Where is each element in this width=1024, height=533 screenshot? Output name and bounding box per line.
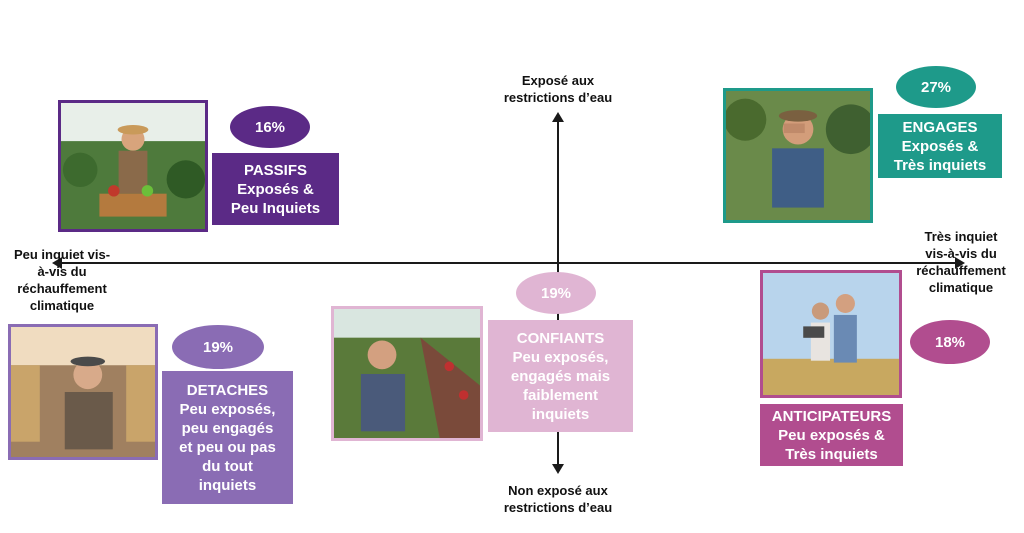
anticipateurs-title: ANTICIPATEURS xyxy=(771,407,892,425)
passifs-photo xyxy=(58,100,208,232)
arrow-left-icon xyxy=(52,257,62,269)
horizontal-axis xyxy=(55,262,960,264)
detaches-line-1: Peu exposés, xyxy=(179,400,276,418)
confiants-box: CONFIANTS Peu exposés, engagés mais faib… xyxy=(488,320,633,432)
detaches-line-2: peu engagés xyxy=(181,419,274,437)
detaches-percent-badge: 19% xyxy=(172,325,264,369)
confiants-line-4: inquiets xyxy=(531,405,590,423)
passifs-line-1: Exposés & xyxy=(237,180,314,198)
anticipateurs-box: ANTICIPATEURS Peu exposés & Très inquiet… xyxy=(760,404,903,466)
passifs-line-2: Peu Inquiets xyxy=(230,199,321,217)
engages-line-2: Très inquiets xyxy=(893,156,987,174)
engages-percent-badge: 27% xyxy=(896,66,976,108)
confiants-line-3: faiblement xyxy=(522,386,598,404)
detaches-line-3: et peu ou pas xyxy=(179,438,276,456)
axis-label-left: Peu inquiet vis- à-vis du réchauffement … xyxy=(13,247,111,313)
engages-title: ENGAGES xyxy=(902,118,978,136)
engages-box: ENGAGES Exposés & Très inquiets xyxy=(878,114,1002,178)
confiants-photo xyxy=(331,306,483,441)
anticipateurs-line-2: Très inquiets xyxy=(785,445,878,463)
confiants-line-2: engagés mais xyxy=(510,367,611,385)
anticipateurs-line-1: Peu exposés & xyxy=(778,426,885,444)
anticipateurs-photo xyxy=(760,270,902,398)
detaches-title: DETACHES xyxy=(186,381,269,399)
engages-line-1: Exposés & xyxy=(901,137,979,155)
passifs-title: PASSIFS xyxy=(243,161,308,179)
arrow-down-icon xyxy=(552,464,564,474)
confiants-percent-badge: 19% xyxy=(516,272,596,314)
axis-label-top: Exposé aux restrictions d’eau xyxy=(503,73,613,105)
arrow-right-icon xyxy=(955,257,965,269)
detaches-line-5: inquiets xyxy=(198,476,257,494)
arrow-up-icon xyxy=(552,112,564,122)
detaches-line-4: du tout xyxy=(202,457,253,475)
engages-photo xyxy=(723,88,873,223)
anticipateurs-percent-badge: 18% xyxy=(910,320,990,364)
confiants-title: CONFIANTS xyxy=(516,329,605,347)
axis-label-bottom: Non exposé aux restrictions d’eau xyxy=(503,483,613,515)
passifs-box: PASSIFS Exposés & Peu Inquiets xyxy=(212,153,339,225)
detaches-photo xyxy=(8,324,158,460)
confiants-line-1: Peu exposés, xyxy=(512,348,609,366)
axis-label-right: Très inquiet vis-à-vis du réchauffement … xyxy=(916,229,1006,295)
passifs-percent-badge: 16% xyxy=(230,106,310,148)
detaches-box: DETACHES Peu exposés, peu engagés et peu… xyxy=(162,371,293,504)
